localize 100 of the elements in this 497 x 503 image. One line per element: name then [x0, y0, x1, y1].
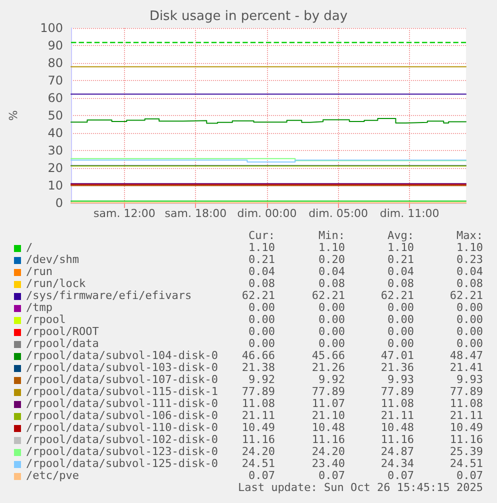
text: 23.40 [310, 457, 345, 470]
text: 24.87 [380, 445, 414, 458]
y-tick-label: 60 [48, 91, 63, 105]
x-tick-label: sam. 12:00 [94, 207, 156, 220]
legend-label: /rpool/data/subvol-104-disk-0 [26, 349, 218, 362]
x-tick-label: dim. 00:00 [237, 207, 297, 220]
text: 10.49 [242, 421, 275, 434]
text: 21.10 [310, 409, 345, 422]
text: 1.10 [248, 241, 275, 254]
text: 48.47 [448, 349, 483, 362]
text: 24.34 [380, 457, 414, 470]
text: 0.00 [386, 325, 414, 338]
text: 0.00 [318, 301, 345, 314]
text: 0.07 [248, 469, 275, 482]
legend-label: /rpool/data/subvol-102-disk-0 [26, 433, 218, 446]
text: 0.00 [456, 325, 483, 338]
chart-title: Disk usage in percent - by day [149, 9, 348, 24]
text: 11.16 [448, 433, 483, 446]
text: 77.89 [242, 385, 275, 398]
text: 0.08 [456, 277, 483, 290]
legend-label: / [26, 241, 33, 254]
text: 11.07 [310, 397, 345, 410]
text: 21.38 [242, 361, 275, 374]
text: 10.48 [310, 421, 345, 434]
text: 0.00 [318, 313, 345, 326]
text: 0.04 [386, 265, 414, 278]
y-tick-label: 100 [40, 21, 63, 35]
text: 24.20 [310, 445, 345, 458]
text: 0.00 [386, 301, 414, 314]
legend-label: /rpool/data [26, 337, 99, 350]
legend-label: /run [26, 265, 52, 278]
legend-label: /run/lock [26, 277, 86, 290]
legend-label: /tmp [26, 301, 52, 314]
text: 45.66 [310, 349, 345, 362]
text: 21.36 [380, 361, 414, 374]
text: 0.04 [248, 265, 275, 278]
text: 21.11 [380, 409, 414, 422]
text: 11.16 [310, 433, 345, 446]
legend-label: /rpool/data/subvol-123-disk-0 [26, 445, 218, 458]
text: 0.00 [386, 313, 414, 326]
text: 0.07 [456, 469, 483, 482]
text: 1.10 [318, 241, 345, 254]
x-tick-label: dim. 05:00 [308, 207, 368, 220]
text: 21.11 [448, 409, 483, 422]
text: 0.04 [456, 265, 483, 278]
text: 0.00 [318, 325, 345, 338]
text: 77.89 [380, 385, 414, 398]
y-tick-label: 80 [48, 56, 63, 70]
text: 0.21 [386, 253, 414, 266]
y-tick-label: 20 [48, 161, 63, 175]
text: 11.16 [380, 433, 414, 446]
y-tick-label: 10 [48, 178, 63, 192]
text: 11.08 [380, 397, 414, 410]
text: 21.26 [310, 361, 345, 374]
text: 0.00 [456, 313, 483, 326]
legend-label: /rpool/ROOT [26, 325, 99, 338]
text: 10.48 [380, 421, 414, 434]
text: 62.21 [448, 289, 483, 302]
text: 0.00 [248, 301, 275, 314]
text: 62.21 [380, 289, 414, 302]
y-tick-label: 30 [48, 144, 63, 158]
legend-label: /rpool [26, 313, 66, 326]
text: 10.49 [448, 421, 483, 434]
text: 0.00 [248, 325, 275, 338]
text: Max: [456, 229, 483, 242]
legend-label: /rpool/data/subvol-107-disk-0 [26, 373, 218, 386]
text: 77.89 [448, 385, 483, 398]
legend-label: /rpool/data/subvol-125-disk-0 [26, 457, 218, 470]
text: 0.07 [318, 469, 345, 482]
text: 0.00 [248, 313, 275, 326]
text: 24.51 [448, 457, 483, 470]
text: 9.92 [318, 373, 345, 386]
text: 0.00 [318, 337, 345, 350]
y-tick-label: 40 [48, 126, 63, 140]
text: 9.92 [248, 373, 275, 386]
text: 0.07 [386, 469, 414, 482]
text: 21.41 [448, 361, 483, 374]
text: Last update: Sun Oct 26 15:45:15 2025 [236, 481, 483, 494]
legend-label: /sys/firmware/efi/efivars [26, 289, 192, 302]
text: 11.08 [448, 397, 483, 410]
legend-label: /rpool/data/subvol-111-disk-0 [26, 397, 218, 410]
x-tick-label: dim. 11:00 [380, 207, 440, 220]
text: 1.10 [456, 241, 483, 254]
y-tick-label: 70 [48, 74, 63, 88]
text: 0.08 [318, 277, 345, 290]
text: 47.01 [380, 349, 414, 362]
legend-label: /rpool/data/subvol-103-disk-0 [26, 361, 218, 374]
text: Avg: [386, 229, 414, 242]
text: 0.00 [456, 337, 483, 350]
legend-label: /rpool/data/subvol-110-disk-0 [26, 421, 218, 434]
text: 25.39 [448, 445, 483, 458]
text: 0.00 [248, 337, 275, 350]
text: Min: [318, 229, 345, 242]
text: 0.08 [248, 277, 275, 290]
text: 9.93 [456, 373, 483, 386]
text: 9.93 [386, 373, 414, 386]
text: 0.00 [386, 337, 414, 350]
text: 0.21 [248, 253, 275, 266]
text: 0.00 [456, 301, 483, 314]
legend-label: /etc/pve [26, 469, 79, 482]
